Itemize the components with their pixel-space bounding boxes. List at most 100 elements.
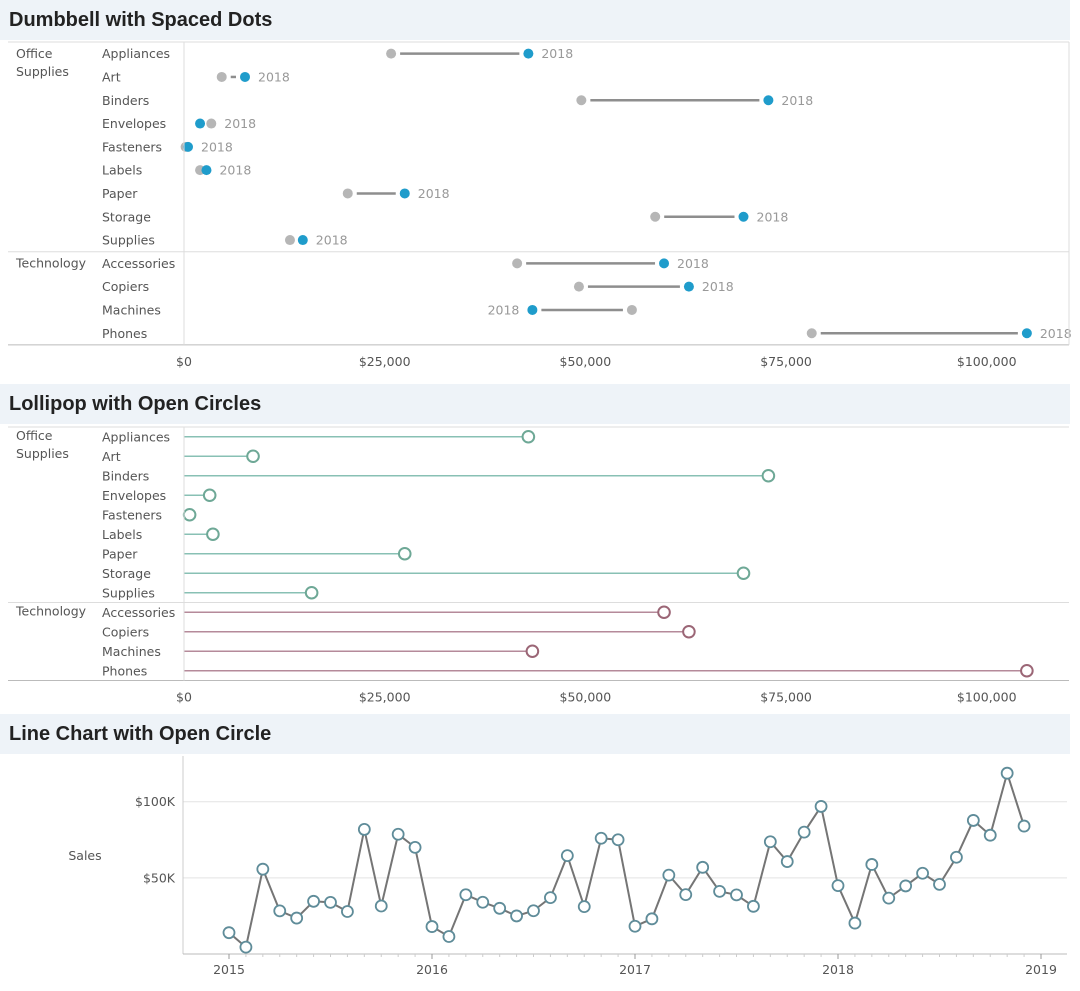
sales-point	[307, 894, 320, 908]
sales-point	[763, 835, 777, 849]
lollipop-head	[761, 468, 776, 483]
sales-point	[611, 833, 625, 847]
sales-point	[357, 823, 371, 836]
end-dot	[183, 141, 194, 152]
x-tick-label: $50,000	[560, 690, 612, 705]
end-dot	[738, 211, 749, 222]
row-label: Copiers	[102, 624, 149, 639]
row-label: Labels	[102, 527, 142, 542]
start-dot	[216, 71, 227, 82]
start-dot	[342, 188, 353, 199]
row-label: Appliances	[102, 429, 170, 444]
lollipop-head	[657, 605, 671, 620]
x-tick-label: $25,000	[359, 354, 411, 369]
x-tick-label: 2016	[416, 962, 448, 977]
year-label: 2018	[258, 69, 290, 84]
sales-point	[747, 899, 760, 913]
row-label: Copiers	[102, 279, 149, 294]
start-dot	[573, 281, 584, 292]
dumbbell-chart: Office Supplies Appliances 2018 Art 2018 Binde…	[8, 41, 1072, 369]
end-dot	[683, 281, 694, 292]
line-panel-title: Line Chart with Open Circle	[0, 714, 1070, 754]
sales-point	[916, 866, 929, 880]
sales-point	[899, 879, 913, 893]
row-label: Binders	[102, 468, 149, 483]
end-dot	[399, 188, 410, 199]
sales-line	[228, 769, 1026, 949]
end-dot	[201, 165, 212, 176]
row-label: Binders	[102, 93, 149, 108]
sales-point	[594, 831, 608, 845]
sales-point	[713, 885, 726, 898]
x-tick-label: 2019	[1025, 962, 1057, 977]
lollipop-head	[521, 429, 536, 444]
sales-point	[983, 828, 997, 842]
lollipop-head	[182, 507, 197, 522]
year-label: 2018	[224, 116, 256, 131]
lollipop-panel-title: Lollipop with Open Circles	[0, 384, 1070, 424]
end-dot	[240, 71, 251, 82]
year-label: 2018	[541, 46, 573, 61]
sales-point	[222, 926, 236, 940]
start-dot	[806, 328, 817, 339]
x-tick-label: $0	[176, 354, 192, 369]
dumbbell-panel-title: Dumbbell with Spaced Dots	[0, 0, 1070, 40]
x-tick-label: $75,000	[760, 354, 812, 369]
lollipop-head	[202, 488, 217, 503]
lollipop-head	[525, 644, 540, 659]
sales-point	[493, 901, 507, 915]
x-tick-label: 2018	[822, 962, 854, 977]
start-dot	[284, 235, 295, 246]
sales-point	[341, 905, 354, 918]
sales-point	[797, 825, 811, 839]
start-dot	[512, 258, 523, 269]
sales-point	[662, 868, 676, 882]
lollipop-head	[304, 585, 319, 600]
row-label: Storage	[102, 209, 151, 224]
sales-point	[780, 855, 794, 868]
group-label: Technology	[15, 604, 87, 619]
x-tick-label: 2015	[213, 962, 245, 977]
start-dot	[650, 211, 661, 222]
lollipop-head	[397, 546, 412, 561]
y-tick-label: $100K	[135, 794, 176, 809]
end-dot	[763, 95, 774, 106]
lollipop-head	[682, 624, 696, 639]
group-label: Technology	[15, 256, 87, 271]
row-label: Fasteners	[102, 139, 162, 154]
group-label: Office	[16, 428, 53, 443]
year-label: 2018	[201, 139, 233, 154]
x-tick-label: $50,000	[560, 354, 612, 369]
sales-point	[527, 904, 540, 918]
row-label: Accessories	[102, 605, 175, 620]
end-dot	[527, 304, 538, 315]
sales-point	[1017, 819, 1031, 833]
group-label: Supplies	[16, 64, 69, 79]
end-dot	[1021, 328, 1032, 339]
sales-point	[645, 912, 659, 926]
row-label: Phones	[102, 326, 147, 341]
row-label: Phones	[102, 663, 147, 678]
row-label: Storage	[102, 566, 151, 581]
row-label: Paper	[102, 546, 138, 561]
start-dot	[626, 304, 637, 315]
x-tick-label: $100,000	[957, 690, 1017, 705]
x-tick-label: 2017	[619, 962, 651, 977]
sales-point	[679, 888, 693, 902]
sales-point	[459, 888, 473, 902]
lollipop-head	[246, 449, 260, 464]
start-dot	[576, 95, 587, 106]
sales-point	[628, 919, 642, 933]
sales-point	[324, 895, 337, 909]
end-dot	[195, 118, 206, 129]
year-label: 2018	[316, 233, 348, 248]
lollipop-head	[206, 527, 220, 542]
sales-point	[560, 849, 574, 863]
lollipop-head	[1020, 663, 1034, 678]
sales-point	[848, 916, 862, 930]
row-label: Appliances	[102, 46, 170, 61]
row-label: Supplies	[102, 585, 155, 600]
sales-point	[391, 827, 405, 841]
start-dot	[386, 48, 397, 59]
sales-point	[273, 904, 287, 918]
